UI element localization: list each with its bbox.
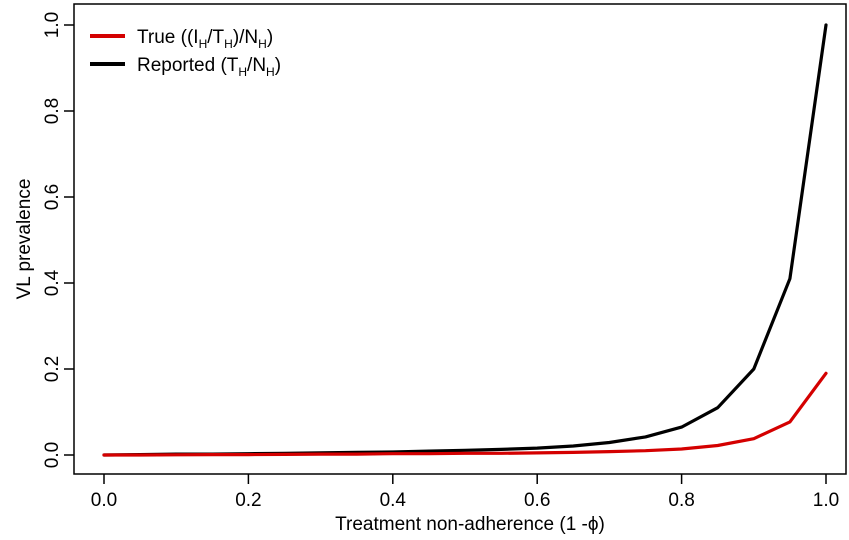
x-tick-label: 0.6 bbox=[524, 490, 550, 511]
y-tick-label: 1.0 bbox=[42, 12, 63, 38]
x-axis: 0.0 0.2 0.4 0.6 0.8 1.0 bbox=[91, 474, 839, 511]
x-tick-label: 0.2 bbox=[235, 490, 261, 511]
series-layer bbox=[102, 23, 828, 457]
x-tick-label: 0.4 bbox=[380, 490, 407, 511]
y-tick-label: 0.6 bbox=[42, 184, 63, 210]
series-line-reported bbox=[102, 23, 828, 457]
plot-frame bbox=[73, 3, 847, 475]
y-axis: 0.0 0.2 0.4 0.6 0.8 1.0 bbox=[42, 12, 74, 468]
x-tick-label: 0.0 bbox=[91, 490, 117, 511]
legend: True ((IH/TH)/NH) Reported (TH/NH) bbox=[90, 27, 281, 79]
legend-label-reported: Reported (TH/NH) bbox=[137, 55, 281, 79]
x-axis-title: Treatment non-adherence (1 -ϕ) bbox=[335, 514, 605, 535]
x-tick-label: 1.0 bbox=[813, 490, 839, 511]
y-tick-label: 0.0 bbox=[42, 442, 63, 468]
series-line-true bbox=[102, 371, 828, 457]
y-tick-label: 0.2 bbox=[42, 356, 63, 382]
y-tick-label: 0.8 bbox=[42, 98, 63, 124]
x-tick-label: 0.8 bbox=[668, 490, 694, 511]
legend-label-true: True ((IH/TH)/NH) bbox=[137, 27, 273, 51]
y-axis-title: VL prevalence bbox=[14, 179, 35, 300]
y-tick-label: 0.4 bbox=[42, 269, 63, 296]
